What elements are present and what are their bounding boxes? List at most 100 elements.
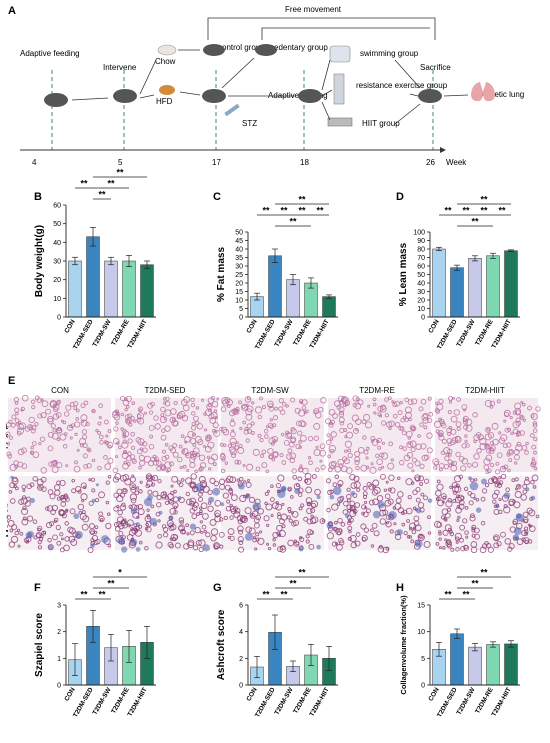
y-tick-label: 30: [417, 289, 425, 296]
masson-stain-image: [6, 475, 112, 553]
significance-label: **: [471, 579, 479, 589]
significance-label: **: [471, 217, 479, 227]
week-tick-4: 4: [32, 158, 37, 167]
significance-label: **: [107, 579, 115, 589]
week-tick-26: 26: [426, 158, 435, 167]
y-tick-label: 10: [53, 296, 61, 303]
bar-t2dm-sw: [468, 258, 482, 318]
adaptive-feeding-label: Adaptive feeding: [20, 49, 80, 58]
significance-label: **: [480, 206, 488, 216]
burger-icon: [159, 85, 175, 95]
significance-label: **: [462, 590, 470, 600]
y-tick-label: 40: [235, 247, 243, 254]
significance-label: **: [80, 179, 88, 189]
y-tick-label: 10: [417, 306, 425, 313]
bar-t2dm-hiit: [140, 264, 154, 318]
mouse-icon: [203, 44, 225, 56]
mouse-icon: [202, 89, 226, 103]
mouse-icon: [44, 93, 68, 107]
masson-stain-image: [112, 473, 222, 553]
x-tick-label: CON: [63, 318, 76, 334]
y-tick-label: 15: [417, 603, 425, 610]
bar-t2dm-re: [486, 644, 500, 686]
y-tick-label: 5: [239, 306, 243, 313]
bar-t2dm-re: [486, 255, 500, 318]
bar-t2dm-hiit: [322, 296, 336, 318]
significance-label: **: [444, 590, 452, 600]
panel-e-letter: E: [8, 375, 15, 387]
mouse-icon: [418, 89, 442, 103]
swim-tank-icon: [329, 45, 351, 63]
y-tick-label: 90: [417, 238, 425, 245]
significance-label: *: [118, 568, 122, 578]
hfd-label: HFD: [156, 97, 173, 106]
y-tick-label: 20: [417, 298, 425, 305]
y-tick-label: 50: [417, 272, 425, 279]
significance-label: **: [262, 590, 270, 600]
y-tick-label: 35: [235, 255, 243, 262]
significance-label: **: [280, 590, 288, 600]
y-tick-label: 15: [235, 289, 243, 296]
week-tick-5: 5: [118, 158, 123, 167]
swimming-group-label: swimming group: [360, 49, 419, 58]
histology-col-sw: T2DM-SW: [251, 386, 289, 395]
histology-col-con: CON: [51, 386, 69, 395]
masson-stain-image: [325, 473, 433, 554]
y-tick-label: 50: [235, 230, 243, 237]
mouse-icon: [255, 44, 277, 56]
y-tick-label: 25: [235, 272, 243, 279]
x-tick-label: CON: [245, 318, 258, 334]
significance-label: **: [462, 206, 470, 216]
significance-label: **: [289, 217, 297, 227]
y-tick-label: 45: [235, 238, 243, 245]
intervene-label: Intervene: [103, 63, 137, 72]
y-tick-label: 20: [235, 281, 243, 288]
stz-label: STZ: [242, 119, 257, 128]
x-tick-label: CON: [427, 318, 440, 334]
y-tick-label: 50: [53, 221, 61, 228]
histology-col-hiit: T2DM-HIIT: [465, 386, 505, 395]
y-tick-label: 80: [417, 247, 425, 254]
y-tick-label: 0: [421, 683, 425, 690]
y-tick-label: 6: [239, 603, 243, 610]
x-tick-label: CON: [427, 686, 440, 702]
panel-a: A Free movement 4 5 17 18 26 Week Adapti…: [8, 5, 524, 167]
bar-con: [432, 248, 446, 318]
panel-letter: H: [396, 582, 404, 594]
y-axis-label: Collagenvolume fraction(%): [399, 595, 408, 695]
bar-t2dm-sed: [450, 267, 464, 318]
masson-stain-image: [218, 472, 326, 553]
y-axis-label: Ashcroft score: [216, 609, 227, 680]
y-tick-label: 40: [53, 240, 61, 247]
chow-label: Chow: [155, 57, 176, 66]
y-tick-label: 10: [417, 629, 425, 636]
x-tick-label: CON: [245, 686, 258, 702]
week-unit-label: Week: [446, 158, 467, 167]
lung-icon: [471, 82, 495, 102]
panel-letter: G: [213, 582, 222, 594]
bar-t2dm-hiit: [504, 643, 518, 686]
bar-t2dm-sw: [286, 279, 300, 318]
histology-col-re: T2DM-RE: [359, 386, 395, 395]
bar-t2dm-sed: [450, 633, 464, 686]
significance-label: **: [480, 568, 488, 578]
bar-t2dm-sed: [86, 236, 100, 318]
panel-letter: B: [34, 191, 42, 203]
mouse-icon: [113, 89, 137, 103]
panel-letter: C: [213, 191, 221, 203]
y-tick-label: 4: [239, 629, 243, 636]
significance-label: **: [480, 195, 488, 205]
sedentary-group-label: sedentary group: [270, 43, 328, 52]
histology-grid: [5, 394, 541, 554]
masson-stain-image: [434, 473, 540, 554]
significance-label: **: [444, 206, 452, 216]
y-tick-label: 60: [417, 264, 425, 271]
bar-t2dm-re: [122, 260, 136, 318]
significance-label: **: [316, 206, 324, 216]
y-tick-label: 0: [421, 315, 425, 322]
y-tick-label: 2: [57, 629, 61, 636]
